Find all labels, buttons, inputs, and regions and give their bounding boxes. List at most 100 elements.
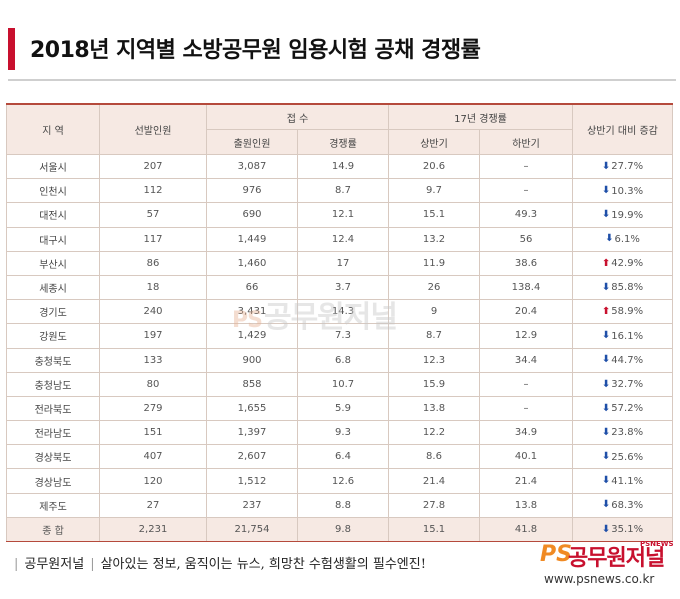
psnews-logo: PS 공무원저널 PSNEWS www.psnews.co.kr [540,538,676,590]
row-change: 68.3% [611,499,644,511]
row-applicants: 1,397 [206,420,298,446]
row-change: 27.7% [611,161,644,173]
table-row: 부산시 86 1,460 17 11.9 38.6 ⬆ 42.9% [6,250,673,276]
row-region: 서울시 [6,153,100,180]
arrow-down-icon: ⬇ [601,451,611,463]
row-region: 부산시 [6,250,100,276]
row-region: 전라남도 [6,420,100,446]
row-second-half: – [479,395,573,422]
row-change-cell: ⬇ 16.1% [572,323,673,349]
row-applicants: 690 [206,202,298,228]
row-quota: 133 [99,347,207,373]
row-first-half: 12.3 [388,347,480,373]
row-second-half: 49.3 [479,202,573,228]
row-first-half: 27.8 [388,492,480,518]
table-body: 서울시 207 3,087 14.9 20.6– ⬇ 27.7% 인천시 112 976 8.7 9.… [6,153,673,518]
row-region: 대전시 [6,202,100,228]
row-change: 10.3% [611,185,644,197]
arrow-down-icon: ⬇ [601,523,611,535]
row-first-half: 15.1 [388,202,480,228]
row-quota: 80 [99,371,207,397]
table-row: 충청남도 80 858 10.7 15.9– ⬇ 32.7% [6,371,673,397]
logo-url: www.psnews.co.kr [544,572,655,586]
table-row: 전라북도 279 1,655 5.9 13.8– ⬇ 57.2% [6,395,673,422]
row-quota: 279 [99,395,207,422]
row-second-half: 20.4 [479,299,573,325]
row-change-cell: ⬇ 68.3% [572,492,673,518]
row-region: 인천시 [6,178,100,204]
row-first-half: 13.8 [388,395,480,422]
row-first-half: 11.9 [388,250,480,276]
total-ratio: 9.8 [297,516,389,542]
table-row: 세종시 18 66 3.7 26 138.4 ⬇ 85.8% [6,274,673,301]
row-quota: 120 [99,468,207,494]
row-first-half: 20.6 [388,153,480,180]
row-change-cell: ⬇ 32.7% [572,371,673,397]
arrow-down-icon: ⬇ [605,233,614,245]
row-change-cell: ⬇ 19.9% [572,202,673,228]
row-region: 세종시 [6,274,100,301]
row-quota: 18 [99,274,207,301]
row-first-half: 8.7 [388,323,480,349]
header-applicants: 출원인원 [206,129,298,155]
row-second-half: 138.4 [479,274,573,301]
row-applicants: 976 [206,178,298,204]
row-change: 58.9% [611,306,644,318]
row-change-cell: ⬇ 27.7% [572,153,673,180]
logo-small-text: PSNEWS [640,540,674,548]
row-ratio: 12.4 [297,226,389,252]
row-second-half: 56 [479,226,573,252]
page-title: 2018년 지역별 소방공무원 임용시험 공채 경쟁률 [30,38,481,63]
arrow-down-icon: ⬇ [601,281,611,293]
header-reception: 접 수 [206,103,389,130]
row-second-half: 40.1 [479,444,573,470]
row-ratio: 6.4 [297,444,389,470]
row-applicants: 1,449 [206,226,298,252]
arrow-down-icon: ⬇ [601,402,611,414]
row-region: 강원도 [6,323,100,349]
row-ratio: 7.3 [297,323,389,349]
table-row: 대전시 57 690 12.1 15.1 49.3 ⬇ 19.9% [6,202,673,228]
row-first-half: 13.2 [388,226,480,252]
total-row: 종 합 2,231 21,754 9.8 15.1 41.8 ⬇ 35.1% [6,516,673,542]
row-ratio: 6.8 [297,347,389,373]
row-change: 85.8% [611,282,644,294]
logo-name: 공무원저널 [568,546,665,571]
row-change: 25.6% [611,451,644,463]
arrow-down-icon: ⬇ [601,378,611,390]
row-change-cell: ⬇ 57.2% [572,395,673,422]
total-first-half: 15.1 [388,516,480,542]
table-row: 경기도 240 3,431 14.3 9 20.4 ⬆ 58.9% [6,299,673,325]
header-quota: 선발인원 [99,103,207,155]
row-change-cell: ⬇ 44.7% [572,347,673,373]
row-applicants: 2,607 [206,444,298,470]
row-change-cell: ⬇ 85.8% [572,274,673,301]
row-quota: 197 [99,323,207,349]
row-applicants: 3,431 [206,299,298,325]
footer-slogan: 살아있는 정보, 움직이는 뉴스, 희망찬 수험생활의 필수엔진! [100,557,426,572]
row-first-half: 8.6 [388,444,480,470]
arrow-down-icon: ⬇ [601,185,611,197]
row-quota: 27 [99,492,207,518]
row-ratio: 14.3 [297,299,389,325]
row-second-half: 38.6 [479,250,573,276]
total-quota: 2,231 [99,516,207,542]
row-ratio: 8.7 [297,178,389,204]
row-second-half: 21.4 [479,468,573,494]
arrow-down-icon: ⬇ [601,354,611,366]
arrow-up-icon: ⬆ [601,257,611,269]
row-applicants: 1,655 [206,395,298,422]
table-row: 전라남도 151 1,397 9.3 12.2 34.9 ⬇ 23.8% [6,420,673,446]
arrow-down-icon: ⬇ [601,475,611,487]
row-second-half: – [479,153,573,180]
table-row: 대구시 117 1,449 12.4 13.2 56 ⬇ 6.1% [6,226,673,252]
row-applicants: 1,460 [206,250,298,276]
row-second-half: – [479,178,573,204]
competition-rate-table: 지 역 선발인원 접 수 17년 경쟁률 상반기 대비 증감 출원인원 경쟁률 … [6,103,673,542]
table-row: 인천시 112 976 8.7 9.7– ⬇ 10.3% [6,178,673,204]
row-change: 6.1% [614,233,640,245]
header-change: 상반기 대비 증감 [572,103,673,155]
header-region: 지 역 [6,103,100,155]
row-region: 전라북도 [6,395,100,422]
row-applicants: 1,512 [206,468,298,494]
